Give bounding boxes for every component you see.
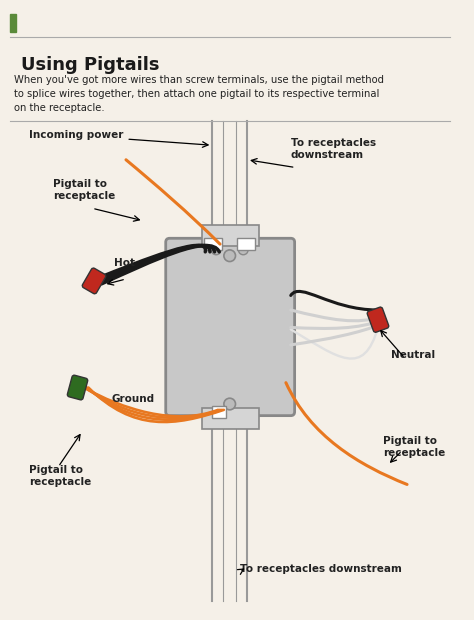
Text: To receptacles
downstream: To receptacles downstream: [291, 138, 376, 160]
Text: Ground: Ground: [111, 394, 155, 404]
Text: Incoming power: Incoming power: [29, 130, 208, 148]
Text: To receptacles downstream: To receptacles downstream: [240, 564, 402, 574]
FancyBboxPatch shape: [67, 375, 88, 400]
Bar: [237, 238, 255, 250]
FancyBboxPatch shape: [166, 238, 295, 415]
Text: Neutral: Neutral: [391, 350, 435, 360]
Bar: [212, 406, 226, 418]
Text: Pigtail to
receptacle: Pigtail to receptacle: [53, 179, 116, 201]
Text: Hot: Hot: [114, 259, 136, 268]
Bar: [9, 14, 16, 32]
Text: When you've got more wires than screw terminals, use the pigtail method
to splic: When you've got more wires than screw te…: [14, 76, 383, 113]
Circle shape: [224, 398, 236, 410]
Circle shape: [238, 245, 248, 255]
Bar: [204, 238, 222, 250]
FancyBboxPatch shape: [367, 307, 389, 332]
Text: Pigtail to
receptacle: Pigtail to receptacle: [383, 436, 445, 458]
Text: Pigtail to
receptacle: Pigtail to receptacle: [29, 465, 91, 487]
Text: Using Pigtails: Using Pigtails: [21, 56, 160, 74]
FancyBboxPatch shape: [82, 268, 106, 294]
Circle shape: [224, 250, 236, 262]
Bar: [201, 224, 259, 246]
Circle shape: [211, 245, 221, 255]
Bar: [201, 408, 259, 429]
